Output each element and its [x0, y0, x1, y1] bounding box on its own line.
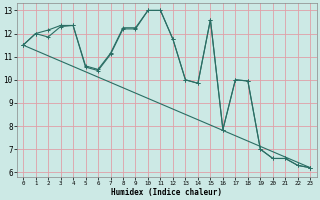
X-axis label: Humidex (Indice chaleur): Humidex (Indice chaleur): [111, 188, 222, 197]
